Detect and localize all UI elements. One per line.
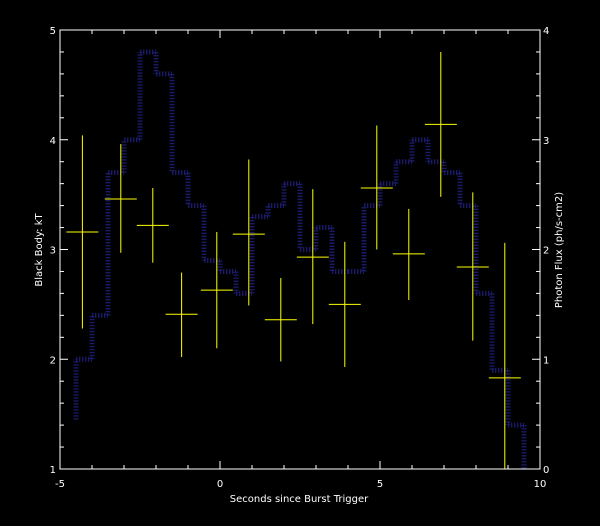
x-tick-label: 5: [377, 479, 383, 490]
axes-ticks: -5 0 5 10 1 2 3 4 5 0 1 2 3 4: [50, 26, 550, 490]
y-left-tick-label: 4: [50, 136, 56, 147]
y-left-tick-label: 5: [50, 26, 56, 37]
kt-point: [264, 278, 297, 362]
y-right-tick-label: 4: [543, 26, 549, 37]
kt-point: [136, 188, 169, 263]
y-left-axis-label: Black Body: kT: [34, 213, 45, 287]
kt-point: [200, 231, 233, 349]
y-right-tick-label: 0: [543, 465, 549, 476]
kt-point: [392, 208, 425, 300]
y-left-tick-label: 3: [50, 246, 56, 257]
x-axis-label: Seconds since Burst Trigger: [230, 494, 369, 505]
y-right-tick-label: 2: [543, 246, 549, 257]
y-right-tick-label: 1: [543, 355, 549, 366]
kt-point: [66, 135, 99, 329]
x-tick-label: 0: [217, 479, 223, 490]
y-right-axis-label: Photon Flux (ph/s-cm2): [554, 192, 565, 308]
x-tick-label: -5: [55, 479, 65, 490]
y-left-tick-label: 2: [50, 355, 56, 366]
flux-histogram: [73, 49, 527, 469]
kt-point: [296, 189, 329, 325]
kt-point: [165, 272, 198, 358]
kt-point: [424, 51, 457, 197]
kt-point: [360, 125, 393, 250]
kt-point: [488, 242, 521, 469]
kt-point: [328, 241, 361, 367]
kt-point: [456, 192, 489, 341]
y-left-tick-label: 1: [50, 465, 56, 476]
kt-points: [66, 51, 521, 469]
y-right-tick-label: 3: [543, 136, 549, 147]
x-tick-label: 10: [534, 479, 547, 490]
kt-point: [104, 144, 137, 253]
kt-point: [232, 159, 265, 306]
